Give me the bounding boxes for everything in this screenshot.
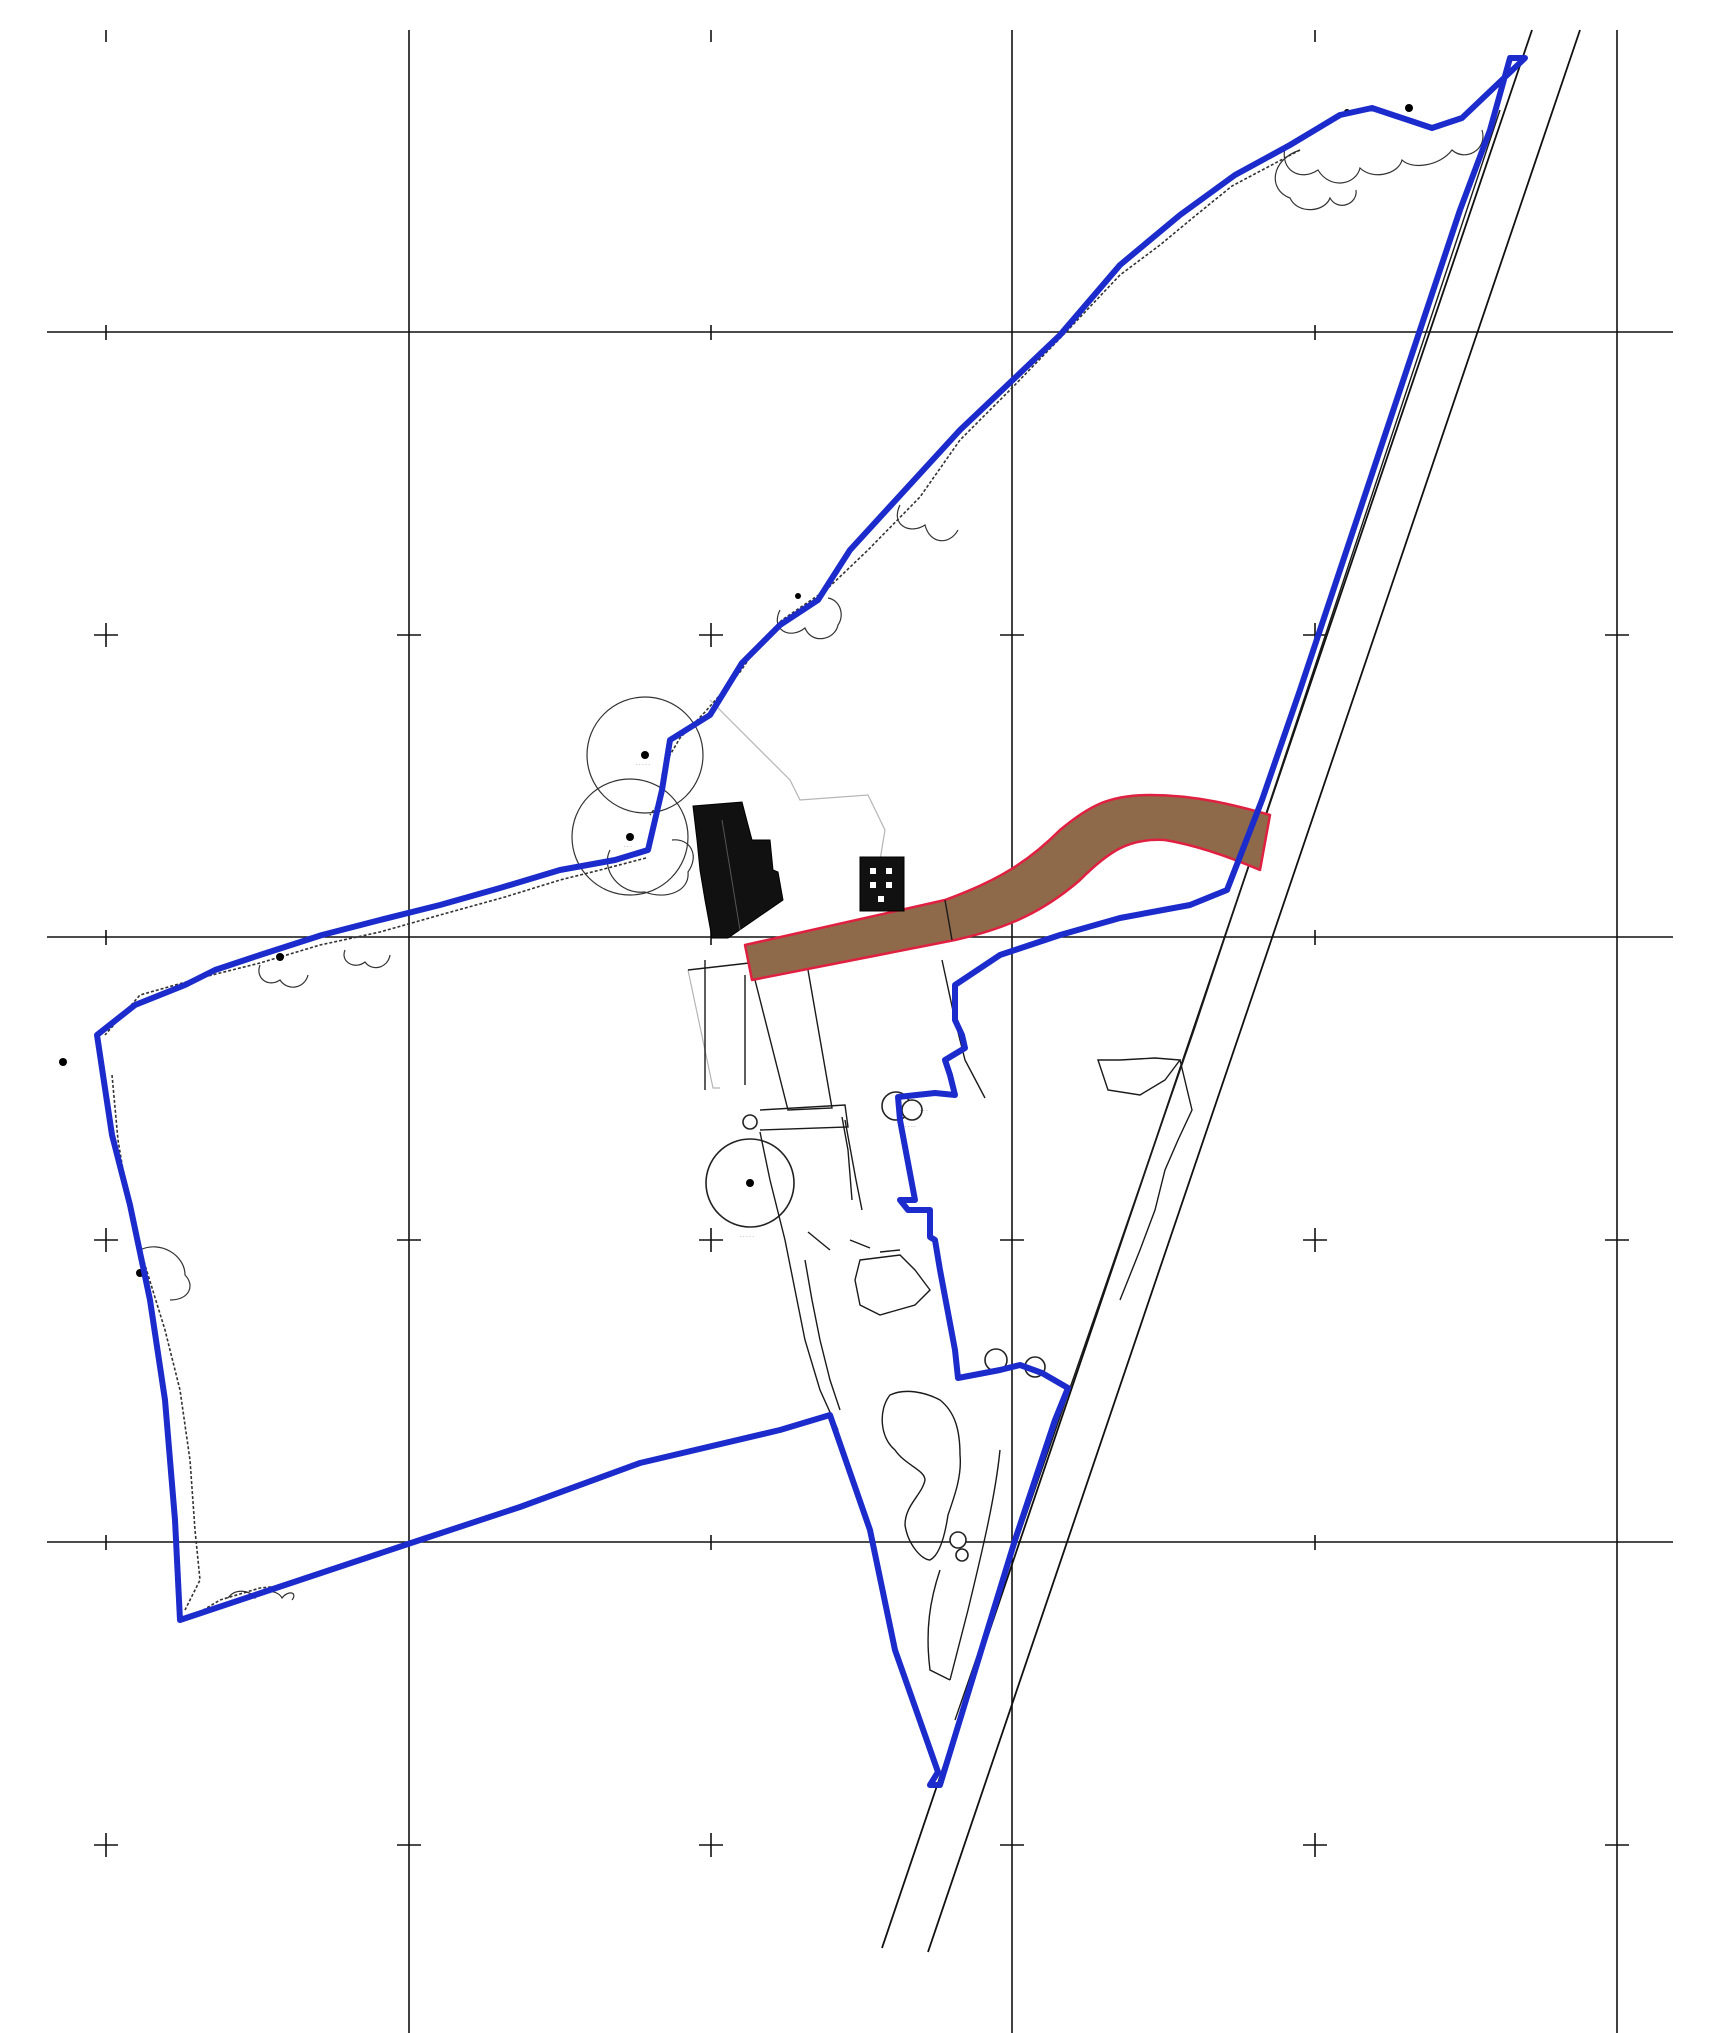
grid-cross — [1303, 1833, 1327, 1857]
field-track — [927, 1569, 951, 1681]
grid-cross — [699, 623, 723, 647]
farmhouse-ridge — [721, 819, 741, 931]
access-track-joint — [944, 899, 953, 941]
tree-trunk — [641, 751, 649, 759]
tree-marker — [1405, 104, 1413, 112]
outbuilding — [859, 856, 905, 912]
tree-annotation: · · · · · — [636, 762, 650, 768]
tree-marker — [276, 953, 284, 961]
grid-cross — [699, 1833, 723, 1857]
tree-marker — [795, 593, 801, 599]
canopy-cluster-house — [606, 839, 694, 896]
yard-outline — [687, 969, 720, 1089]
pond-outline — [881, 1390, 962, 1561]
railway-line — [881, 29, 1581, 1953]
annotations: · · · · · · · · · · · · · · · · · · · · — [624, 762, 928, 1240]
canopy-cluster-north-west — [1274, 149, 1357, 211]
lane-centre — [844, 1119, 863, 1211]
tree-small — [949, 1531, 967, 1549]
tree-cluster — [901, 1099, 923, 1121]
grid-cross — [94, 1833, 118, 1857]
outbuilding-window — [878, 896, 884, 902]
site-boundary-line — [94, 55, 1528, 1788]
hedgerow-north — [649, 149, 1301, 816]
grid-cross — [94, 623, 118, 647]
track-west — [759, 1131, 839, 1431]
canopy-cluster-mid2 — [776, 597, 842, 640]
barn-outline — [759, 1104, 849, 1131]
field-track — [949, 1449, 1001, 1681]
farmhouse — [692, 801, 784, 939]
grid-cross — [699, 1228, 723, 1252]
trees — [59, 104, 1413, 1562]
tree-trunk — [746, 1179, 754, 1187]
railway-edge-east — [927, 29, 1581, 1953]
tree-canopy-large — [586, 696, 704, 814]
yard-gate — [807, 1231, 901, 1253]
yard-building — [854, 1254, 931, 1316]
outbuilding-window — [870, 882, 876, 888]
canopy-cluster-mid — [896, 504, 959, 542]
yard-access-lane — [1119, 1059, 1193, 1301]
canopy-cluster-north — [1283, 129, 1484, 184]
access-track-polygon — [743, 793, 1272, 982]
canopy-cluster-boundary — [139, 1246, 191, 1301]
tree-annotation: · · · — [624, 844, 632, 850]
railway-track — [1193, 109, 1501, 1031]
barn-outline — [754, 969, 833, 1111]
outbuilding-window — [870, 868, 876, 874]
tree-annotation: · · · — [920, 1108, 928, 1114]
outbuilding-window — [886, 882, 892, 888]
tree-small — [955, 1548, 969, 1562]
farmyard-lines — [687, 699, 1193, 1681]
buildings — [692, 801, 905, 939]
tree-canopy-large — [571, 778, 689, 896]
tree-annotation: · · · · · — [740, 1234, 754, 1240]
hedge-canopies — [139, 129, 1484, 1601]
hedgerow-northwest — [104, 857, 647, 1036]
track-west-inner — [841, 1116, 853, 1201]
canopy-cluster-west — [258, 964, 309, 988]
tree-annotation: · · · · — [905, 1124, 916, 1130]
outbuilding-window — [886, 868, 892, 874]
yard-access — [1097, 1057, 1182, 1096]
yard-outline — [709, 699, 886, 861]
grid-cross — [1303, 1228, 1327, 1252]
tree-small — [742, 1114, 758, 1130]
grid — [47, 30, 1673, 2033]
site-boundary — [94, 55, 1528, 1788]
tree-marker — [59, 1058, 67, 1066]
canopy-cluster-west2 — [343, 949, 391, 969]
lane-east — [941, 959, 986, 1099]
access-track — [743, 793, 1272, 982]
grid-cross — [94, 1228, 118, 1252]
tree-trunk — [626, 833, 634, 841]
yard-wall — [804, 1259, 841, 1411]
